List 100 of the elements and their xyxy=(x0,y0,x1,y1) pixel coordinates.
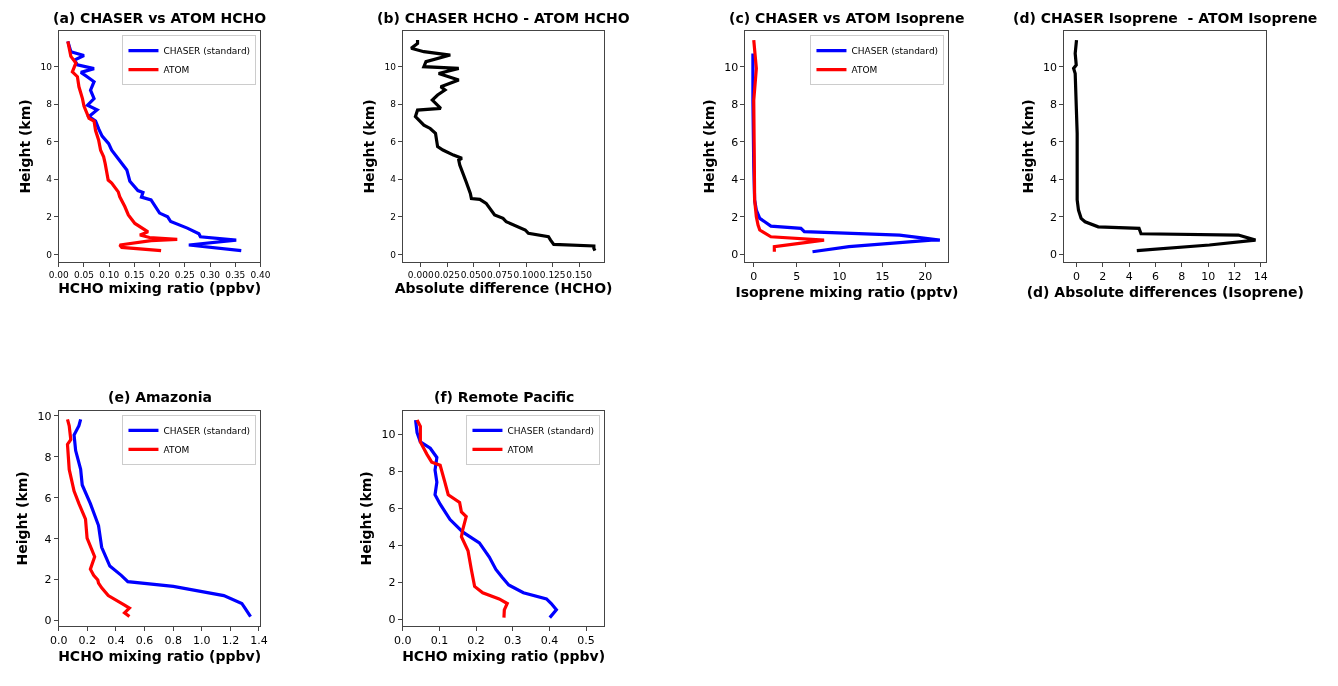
y-tick-label: 8 xyxy=(46,99,53,110)
line-series xyxy=(72,417,253,619)
x-tick-label: 0.4 xyxy=(107,634,125,648)
chart-title: (d) CHASER Isoprene - ATOM Isoprene xyxy=(1013,10,1318,26)
legend-label: ATOM xyxy=(163,65,190,76)
y-tick-label: 4 xyxy=(44,532,52,546)
y-tick-label: 0 xyxy=(46,249,53,260)
y-tick-label: 4 xyxy=(1050,173,1058,187)
legend-label: CHASER (standard) xyxy=(163,425,251,436)
chart-title: (f) Remote Pacific xyxy=(434,389,575,405)
legend-label: ATOM xyxy=(851,65,878,76)
chart-title: (b) CHASER HCHO - ATOM HCHO xyxy=(377,10,630,26)
y-tick-label: 4 xyxy=(388,539,396,553)
y-tick-label: 4 xyxy=(46,174,53,185)
x-tick-label: 0.150 xyxy=(566,269,593,280)
x-tick-label: 14 xyxy=(1253,270,1268,284)
x-tick-label: 0.050 xyxy=(460,269,487,280)
x-tick-label: 0.025 xyxy=(434,269,460,280)
x-tick-label: 0.075 xyxy=(487,269,513,280)
y-axis-title: Height (km) xyxy=(358,471,375,566)
y-tick-label: 4 xyxy=(390,174,397,185)
y-axis-title: Height (km) xyxy=(17,99,34,194)
x-tick-label: 2 xyxy=(1099,270,1107,284)
x-tick-label: 1.4 xyxy=(250,634,268,648)
y-tick-label: 2 xyxy=(46,212,52,223)
x-tick-label: 0.40 xyxy=(250,269,271,280)
y-tick-label: 2 xyxy=(731,210,739,224)
y-tick-label: 10 xyxy=(40,61,53,72)
x-tick-label: 0.3 xyxy=(504,634,522,648)
x-axis-title: HCHO mixing ratio (ppbv) xyxy=(58,280,262,297)
legend-label: CHASER (standard) xyxy=(507,425,595,436)
x-tick-label: 0.100 xyxy=(513,269,540,280)
x-tick-label: 12 xyxy=(1227,270,1242,284)
x-tick-label: 1.0 xyxy=(193,634,211,648)
x-tick-label: 0 xyxy=(750,270,758,284)
x-tick-label: 0.125 xyxy=(539,269,566,280)
x-tick-label: 10 xyxy=(832,270,847,284)
y-tick-label: 10 xyxy=(381,428,396,441)
x-axis-title: (d) Absolute differences (Isoprene) xyxy=(1026,283,1304,300)
x-tick-label: 0.15 xyxy=(124,269,145,280)
legend-label: CHASER (standard) xyxy=(851,46,939,57)
x-tick-label: 1.2 xyxy=(221,634,240,648)
x-axis-title: HCHO mixing ratio (ppbv) xyxy=(402,647,606,664)
y-tick-label: 8 xyxy=(1050,98,1058,112)
y-tick-label: 0 xyxy=(388,613,396,627)
y-tick-label: 6 xyxy=(731,135,739,149)
y-axis-title: Height (km) xyxy=(361,99,378,194)
y-axis-title: Height (km) xyxy=(14,471,31,566)
line-series xyxy=(1072,38,1258,253)
x-tick-label: 0.30 xyxy=(199,269,221,280)
y-tick-label: 6 xyxy=(388,502,396,516)
y-tick-label: 0 xyxy=(1050,248,1058,262)
y-tick-label: 10 xyxy=(384,61,397,72)
y-tick-label: 10 xyxy=(724,60,739,74)
y-tick-label: 0 xyxy=(44,614,52,628)
x-tick-label: 0.6 xyxy=(135,634,154,648)
x-axis-title: HCHO mixing ratio (ppbv) xyxy=(58,647,262,664)
y-tick-label: 2 xyxy=(44,573,52,587)
y-tick-label: 6 xyxy=(44,491,52,505)
y-tick-label: 6 xyxy=(1050,135,1058,149)
x-tick-label: 0.000 xyxy=(407,269,434,280)
x-axis-title: Isoprene mixing ratio (pptv) xyxy=(735,283,959,300)
chart-title: (a) CHASER vs ATOM HCHO xyxy=(53,10,267,26)
y-tick-label: 10 xyxy=(1043,60,1058,74)
y-axis-title: Height (km) xyxy=(700,99,717,194)
y-tick-label: 6 xyxy=(46,136,53,147)
y-tick-label: 6 xyxy=(390,136,397,147)
y-axis-title: Height (km) xyxy=(1019,99,1036,194)
x-tick-label: 0.0 xyxy=(50,634,68,648)
legend-label: CHASER (standard) xyxy=(163,46,251,57)
y-tick-label: 8 xyxy=(731,98,739,112)
x-tick-label: 0.05 xyxy=(73,269,94,280)
line-series xyxy=(409,38,597,253)
line-series xyxy=(752,38,826,254)
x-tick-label: 0 xyxy=(1073,270,1081,284)
x-tick-label: 0.8 xyxy=(164,634,182,648)
x-axis-title: Absolute difference (HCHO) xyxy=(394,280,613,297)
x-tick-label: 8 xyxy=(1178,270,1186,284)
y-tick-label: 0 xyxy=(731,248,739,262)
x-tick-label: 15 xyxy=(875,270,890,284)
x-tick-label: 0.1 xyxy=(430,634,449,648)
x-tick-label: 0.2 xyxy=(467,634,485,648)
x-tick-label: 0.20 xyxy=(149,269,170,280)
y-tick-label: 4 xyxy=(731,173,739,187)
line-series xyxy=(415,418,509,620)
legend-label: ATOM xyxy=(163,444,190,455)
y-tick-label: 2 xyxy=(388,576,396,590)
y-tick-label: 8 xyxy=(388,465,396,479)
x-tick-label: 4 xyxy=(1125,270,1133,284)
y-tick-label: 8 xyxy=(390,99,397,110)
chart-title: (c) CHASER vs ATOM Isoprene xyxy=(729,10,965,26)
x-tick-label: 0.4 xyxy=(540,634,559,648)
x-tick-label: 10 xyxy=(1201,270,1216,284)
x-tick-label: 0.5 xyxy=(577,634,595,648)
x-tick-label: 6 xyxy=(1151,270,1159,284)
x-tick-label: 5 xyxy=(793,270,801,284)
x-tick-label: 0.25 xyxy=(174,269,195,280)
y-tick-label: 2 xyxy=(390,212,396,223)
line-series xyxy=(65,417,132,619)
x-tick-label: 0.10 xyxy=(99,269,120,280)
